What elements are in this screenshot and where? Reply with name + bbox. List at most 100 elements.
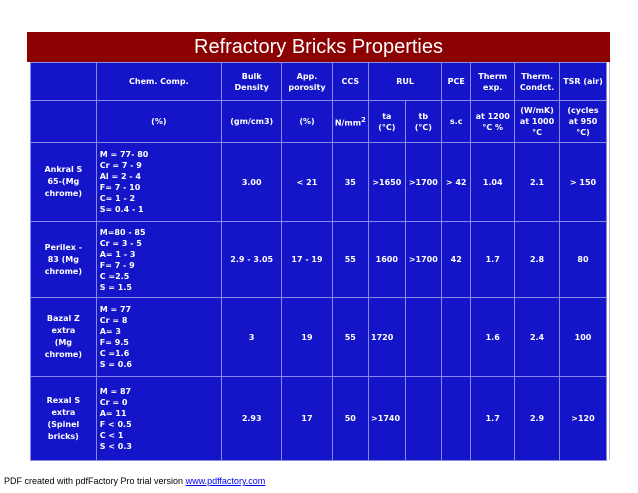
name-line: 65-(Mg bbox=[47, 177, 80, 186]
name-line: 83 (Mg bbox=[47, 254, 79, 264]
header-line: Therm bbox=[478, 71, 508, 81]
pdf-footer: PDF created with pdfFactory Pro trial ve… bbox=[4, 476, 265, 486]
unit-line: °C bbox=[532, 128, 542, 137]
row-label-corner bbox=[30, 62, 97, 101]
header-line: Condct. bbox=[519, 82, 555, 92]
unit-pce: s.c bbox=[441, 100, 472, 143]
rul-ta-cell: >1740 bbox=[368, 376, 406, 461]
name-line: Bazal Z bbox=[46, 314, 80, 323]
rul-tb-cell bbox=[404, 297, 443, 377]
comp-line: C= 1 - 2 bbox=[99, 194, 136, 203]
comp-line: C =1.6 bbox=[99, 349, 130, 358]
rul-ta-cell: 1720 bbox=[368, 297, 406, 377]
ccs-cell: 35 bbox=[331, 142, 370, 222]
bulk-density-cell: 2.9 - 3.05 bbox=[220, 221, 283, 298]
unit-line: (°C) bbox=[414, 122, 432, 132]
bulk-density-cell: 2.93 bbox=[220, 376, 283, 461]
name-line: extra bbox=[51, 407, 76, 417]
therm-condct-cell: 2.9 bbox=[514, 376, 560, 461]
comp-line: S= 0.4 - 1 bbox=[99, 205, 144, 214]
rul-tb-cell bbox=[404, 376, 443, 461]
unit-line: ta bbox=[382, 111, 392, 121]
unit-line: tb bbox=[418, 111, 429, 121]
pce-cell bbox=[441, 297, 472, 377]
header-row-1: Chem. Comp. Bulk Density App. porosity CCS… bbox=[30, 62, 608, 101]
brick-name: Ankral S 65-(Mg chrome) bbox=[30, 142, 97, 222]
bulk-density-cell: 3.00 bbox=[220, 142, 283, 222]
comp-line: M = 77- 80 bbox=[99, 150, 149, 159]
units-corner bbox=[30, 100, 97, 143]
app-porosity-cell: < 21 bbox=[281, 142, 333, 222]
rul-tb-cell: >1700 bbox=[404, 142, 443, 222]
name-line: Perilex - bbox=[44, 242, 83, 252]
unit-line: (W/mK) bbox=[520, 106, 554, 115]
header-line: Therm. bbox=[521, 71, 553, 81]
bulk-density-cell: 3 bbox=[220, 297, 283, 377]
therm-condct-cell: 2.4 bbox=[514, 297, 560, 377]
properties-table: Chem. Comp. Bulk Density App. porosity CCS… bbox=[30, 62, 608, 461]
right-border-line bbox=[609, 62, 610, 460]
ccs-unit-text: N/mm bbox=[334, 118, 362, 128]
therm-condct-cell: 2.1 bbox=[514, 142, 560, 222]
therm-exp-cell: 1.7 bbox=[470, 376, 516, 461]
unit-line: °C) bbox=[576, 128, 590, 137]
ccs-cell: 50 bbox=[331, 376, 370, 461]
comp-line: Cr = 0 bbox=[99, 397, 128, 407]
unit-rul-ta: ta (°C) bbox=[368, 100, 406, 143]
comp-line: M = 77 bbox=[99, 305, 132, 314]
comp-line: M=80 - 85 bbox=[99, 227, 146, 237]
footer-text: PDF created with pdfFactory Pro trial ve… bbox=[4, 476, 186, 486]
header-tsr: TSR (air) bbox=[558, 62, 608, 101]
unit-line: (cycles bbox=[567, 106, 599, 115]
brick-name: Rexal S extra (Spinel bricks) bbox=[30, 376, 97, 461]
unit-tsr: (cycles at 950 °C) bbox=[558, 100, 608, 143]
unit-app-porosity: (%) bbox=[281, 100, 333, 143]
properties-table-container: Chem. Comp. Bulk Density App. porosity CCS… bbox=[30, 62, 608, 461]
unit-ccs: N/mm2 bbox=[331, 100, 370, 143]
name-line: bricks) bbox=[47, 431, 79, 441]
name-line: Ankral S bbox=[44, 165, 83, 174]
app-porosity-cell: 19 bbox=[281, 297, 333, 377]
ccs-cell: 55 bbox=[331, 221, 370, 298]
app-porosity-cell: 17 bbox=[281, 376, 333, 461]
comp-line: A= 3 bbox=[99, 327, 121, 336]
comp-line: M = 87 bbox=[99, 386, 132, 396]
comp-line: Cr = 7 - 9 bbox=[99, 161, 142, 170]
table-row: Bazal Z extra (Mg chrome) M = 77 Cr = 8 A= 3 F… bbox=[30, 297, 608, 377]
comp-line: A= 11 bbox=[99, 408, 127, 418]
pce-cell: > 42 bbox=[441, 142, 472, 222]
unit-bulk-density: (gm/cm3) bbox=[220, 100, 283, 143]
comp-line: Cr = 8 bbox=[99, 316, 128, 325]
rul-tb-cell: >1700 bbox=[404, 221, 443, 298]
app-porosity-cell: 17 - 19 bbox=[281, 221, 333, 298]
comp-line: C =2.5 bbox=[99, 271, 130, 281]
name-line: chrome) bbox=[44, 189, 83, 198]
name-line: chrome) bbox=[44, 266, 83, 276]
header-pce: PCE bbox=[441, 62, 472, 101]
therm-exp-cell: 1.6 bbox=[470, 297, 516, 377]
therm-exp-cell: 1.04 bbox=[470, 142, 516, 222]
comp-line: S = 0.6 bbox=[99, 360, 132, 369]
unit-line: °C % bbox=[482, 122, 504, 132]
comp-line: F < 0.5 bbox=[99, 419, 132, 429]
therm-condct-cell: 2.8 bbox=[514, 221, 560, 298]
name-line: (Spinel bbox=[47, 419, 80, 429]
unit-line: (°C) bbox=[378, 122, 396, 132]
unit-line: at 1200 bbox=[475, 111, 510, 121]
header-therm-condct: Therm. Condct. bbox=[514, 62, 560, 101]
pdffactory-link[interactable]: www.pdffactory.com bbox=[185, 476, 266, 486]
unit-therm-exp: at 1200 °C % bbox=[470, 100, 516, 143]
slide-title: Refractory Bricks Properties bbox=[27, 32, 610, 62]
comp-line: Cr = 3 - 5 bbox=[99, 238, 142, 248]
tsr-cell: > 150 bbox=[558, 142, 608, 222]
ccs-cell: 55 bbox=[331, 297, 370, 377]
chem-composition: M = 77 Cr = 8 A= 3 F= 9.5 C =1.6 S = 0.6 bbox=[95, 297, 222, 377]
name-line: extra bbox=[51, 326, 76, 335]
header-rul: RUL bbox=[368, 62, 443, 101]
chem-composition: M = 77- 80 Cr = 7 - 9 Al = 2 - 4 F= 7 - 10 C… bbox=[95, 142, 222, 222]
header-row-2: (%) (gm/cm3) (%) N/mm2 ta (°C) tb (°C) s.c… bbox=[30, 100, 608, 143]
brick-name: Perilex - 83 (Mg chrome) bbox=[30, 221, 97, 298]
pce-cell bbox=[441, 376, 472, 461]
comp-line: S < 0.3 bbox=[99, 441, 132, 451]
